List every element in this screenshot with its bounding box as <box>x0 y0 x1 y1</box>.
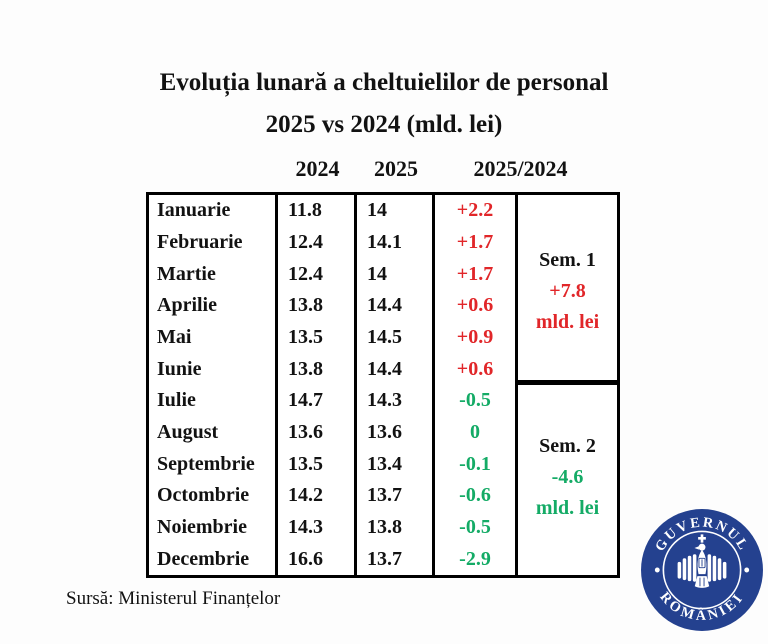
value-2025-cell: 14.4 <box>367 357 402 380</box>
value-2025-cell: 14.1 <box>367 231 402 253</box>
value-2024-cell: 14.2 <box>288 484 323 507</box>
table-column-headers: 2024 2025 2025/2024 <box>146 156 620 188</box>
month-cell: Mai <box>157 326 192 349</box>
diff-cell: +1.7 <box>456 231 494 253</box>
diff-cell: +0.6 <box>456 357 494 380</box>
diff-cell: +0.6 <box>456 294 494 317</box>
sem1-label: Sem. 1 <box>539 249 596 271</box>
month-cell: Aprilie <box>157 294 217 317</box>
value-2025-cell: 14.4 <box>367 294 402 317</box>
sem2-unit: mld. lei <box>535 496 600 519</box>
value-2024-cell: 13.5 <box>288 326 323 349</box>
value-2025-cell: 13.7 <box>367 484 402 507</box>
sem2-label: Sem. 2 <box>539 434 596 457</box>
sem1-value: +7.8 <box>549 280 586 302</box>
diff-cell: -0.6 <box>459 484 491 507</box>
value-2024-cell: 12.4 <box>288 262 323 285</box>
value-2024-cell: 11.8 <box>288 199 322 222</box>
diff-cell: +1.7 <box>456 262 494 285</box>
diff-cell: +0.9 <box>456 326 494 349</box>
diff-cell: -2.9 <box>459 547 491 570</box>
guvernul-romaniei-logo: GUVERNUL ROMÂNIEI <box>641 509 763 631</box>
title-line-2: 2025 vs 2024 (mld. lei) <box>265 111 503 138</box>
value-2024-cell: 13.6 <box>288 421 323 444</box>
column-2024-values: 11.8 12.4 12.4 13.8 13.5 13.8 14.7 13.6 13.5 14.2… <box>278 195 357 575</box>
logo-left-dot <box>654 567 660 573</box>
header-2025: 2025 <box>374 156 418 181</box>
month-cell: Decembrie <box>157 547 250 570</box>
value-2025-cell: 14 <box>367 262 387 285</box>
sem2-summary-box: Sem. 2 -4.6 mld. lei <box>518 383 617 575</box>
sem1-summary-box: Sem. 1 +7.8 mld. lei <box>518 195 617 383</box>
value-2024-cell: 12.4 <box>288 231 323 253</box>
month-cell: August <box>157 421 219 444</box>
data-table: Ianuarie Februarie Martie Aprilie Mai Iunie Iu… <box>146 192 620 578</box>
value-2025-cell: 13.7 <box>367 547 402 570</box>
column-diff-values: +2.2 +1.7 +1.7 +0.6 +0.9 +0.6 -0.5 0 -0.1 -0.6 -0.… <box>435 195 518 575</box>
title-line-1: Evoluția lunară a cheltuielilor de perso… <box>159 69 609 96</box>
value-2024-cell: 13.8 <box>288 294 323 317</box>
value-2025-cell: 14.5 <box>367 326 402 349</box>
column-2025-values: 14 14.1 14 14.4 14.5 14.4 14.3 13.6 13.4 13.7 13.8… <box>357 195 435 575</box>
source-note: Sursă: Ministerul Finanțelor <box>66 588 281 609</box>
month-cell: Septembrie <box>157 452 255 475</box>
diff-cell: 0 <box>470 421 480 444</box>
sem1-unit: mld. lei <box>535 311 600 333</box>
month-cell: Martie <box>157 262 216 285</box>
value-2025-cell: 13.4 <box>367 452 402 475</box>
page-title: Evoluția lunară a cheltuielilor de perso… <box>0 62 768 146</box>
month-cell: Ianuarie <box>157 199 231 222</box>
value-2025-cell: 14.3 <box>367 389 402 412</box>
month-cell: Noiembrie <box>157 516 247 539</box>
month-cell: Octombrie <box>157 484 250 507</box>
sem2-value: -4.6 <box>551 465 584 488</box>
header-2025-vs-2024: 2025/2024 <box>473 156 568 181</box>
diff-cell: -0.5 <box>459 516 491 539</box>
header-2024: 2024 <box>295 156 340 181</box>
value-2025-cell: 13.6 <box>367 421 402 444</box>
month-cell: Iulie <box>157 389 196 412</box>
value-2024-cell: 14.3 <box>288 516 323 539</box>
value-2024-cell: 14.7 <box>288 389 323 412</box>
logo-right-dot <box>744 567 750 573</box>
month-cell: Iunie <box>157 357 202 380</box>
value-2024-cell: 16.6 <box>288 547 323 570</box>
diff-cell: -0.5 <box>459 389 491 412</box>
value-2025-cell: 13.8 <box>367 516 402 539</box>
diff-cell: -0.1 <box>459 452 491 475</box>
value-2024-cell: 13.5 <box>288 452 323 475</box>
header-spacer <box>146 156 278 188</box>
logo-inner-circle <box>662 530 742 610</box>
diff-cell: +2.2 <box>456 199 494 222</box>
value-2025-cell: 14 <box>367 199 387 222</box>
coat-of-arms-eagle-icon <box>677 534 727 588</box>
month-cell: Februarie <box>157 231 243 253</box>
value-2024-cell: 13.8 <box>288 357 323 380</box>
column-semesters: Sem. 1 +7.8 mld. lei Sem. 2 -4.6 mld. le… <box>518 195 617 575</box>
column-months: Ianuarie Februarie Martie Aprilie Mai Iunie Iu… <box>149 195 278 575</box>
